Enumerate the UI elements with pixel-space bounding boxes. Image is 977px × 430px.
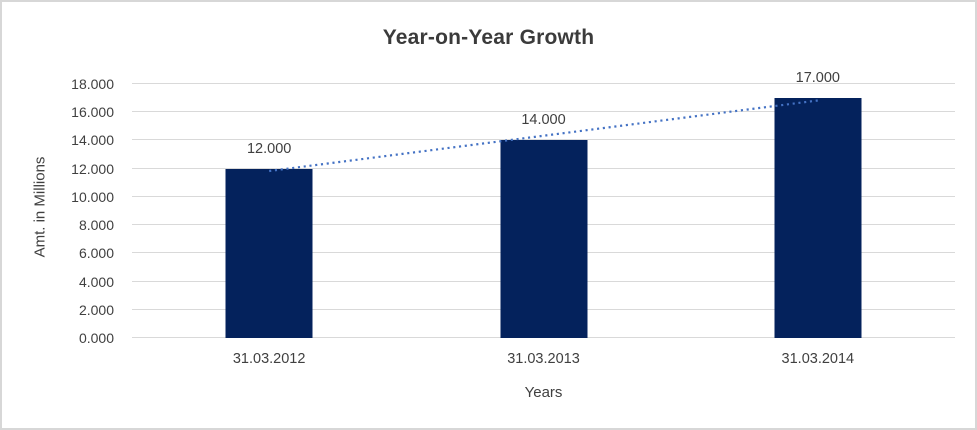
y-tick-label: 6.000	[78, 245, 114, 262]
chart-title: Year-on-Year Growth	[382, 26, 595, 49]
bar	[774, 98, 862, 338]
y-tick-label: 4.000	[78, 273, 114, 290]
x-axis-tick-labels: 31.03.2012 31.03.2013 31.03.2014	[132, 351, 955, 371]
bar-value-label: 14.000	[521, 112, 566, 129]
gridline	[132, 83, 955, 84]
plot-area: 12.000 14.000 17.000	[132, 70, 955, 338]
y-tick-label: 18.000	[71, 76, 114, 92]
bar	[500, 140, 587, 338]
y-tick-label: 14.000	[71, 132, 114, 149]
x-axis-title: Years	[524, 384, 563, 401]
gridline	[132, 139, 955, 141]
gridline	[132, 111, 955, 113]
y-axis-tick-labels: 0.000 2.000 4.000 6.000 8.000 10.000 12.000 14.…	[2, 76, 114, 346]
y-tick-label: 8.000	[78, 217, 114, 234]
y-tick-label: 10.000	[71, 188, 114, 205]
x-tick-label: 31.03.2012	[232, 351, 306, 367]
y-tick-label: 2.000	[78, 301, 114, 318]
y-tick-label: 16.000	[71, 104, 114, 121]
bar-value-label: 12.000	[246, 140, 292, 157]
y-tick-label: 0.000	[78, 330, 114, 346]
bar	[225, 168, 313, 338]
x-tick-label: 31.03.2014	[781, 351, 855, 367]
trendline	[269, 99, 818, 173]
y-tick-label: 12.000	[71, 160, 114, 177]
bar-value-label: 17.000	[795, 70, 841, 87]
x-tick-label: 31.03.2013	[507, 351, 580, 367]
